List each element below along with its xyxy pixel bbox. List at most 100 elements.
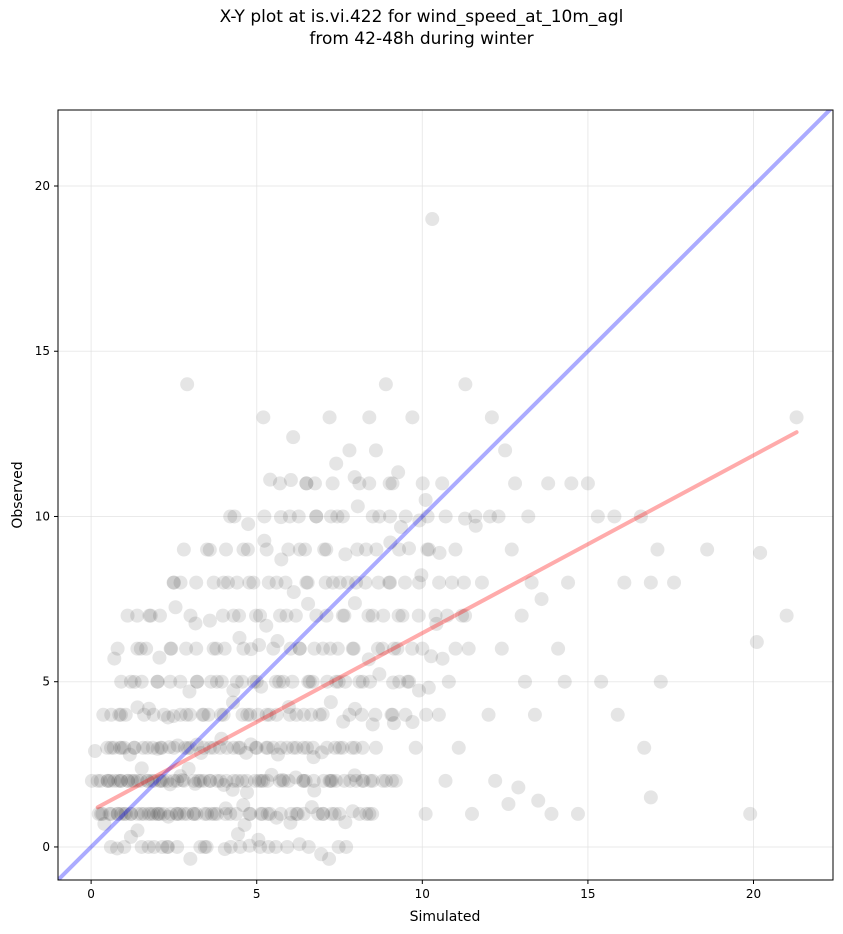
data-point — [633, 509, 648, 524]
data-point — [296, 773, 311, 788]
data-point — [145, 740, 160, 755]
data-point — [225, 782, 240, 797]
data-point — [743, 806, 758, 821]
data-point — [345, 804, 360, 819]
data-point — [202, 542, 217, 557]
data-point — [365, 806, 380, 821]
data-point — [172, 806, 187, 821]
data-point — [305, 674, 320, 689]
data-point — [355, 740, 370, 755]
data-point — [111, 773, 126, 788]
data-point — [356, 773, 371, 788]
data-point — [338, 674, 353, 689]
data-point — [405, 641, 420, 656]
data-point — [464, 806, 479, 821]
data-point — [104, 707, 119, 722]
data-point — [440, 608, 455, 623]
data-point — [259, 618, 274, 633]
data-point — [590, 509, 605, 524]
data-point — [156, 707, 171, 722]
data-point — [414, 568, 429, 583]
data-point — [289, 806, 304, 821]
data-point — [262, 707, 277, 722]
data-point — [279, 608, 294, 623]
data-point — [256, 410, 271, 425]
data-point — [362, 410, 377, 425]
data-point — [345, 740, 360, 755]
data-point — [180, 806, 195, 821]
data-point — [269, 810, 284, 825]
data-point — [306, 773, 321, 788]
data-point — [113, 773, 128, 788]
data-point — [494, 641, 509, 656]
data-point — [264, 767, 279, 782]
x-axis-ticks: 0 5 10 15 20 — [87, 880, 761, 901]
y-tick-label: 0 — [42, 840, 50, 854]
data-point — [137, 707, 152, 722]
data-point — [110, 641, 125, 656]
data-point — [418, 492, 433, 507]
data-point — [310, 806, 325, 821]
data-point — [375, 641, 390, 656]
data-point — [309, 608, 324, 623]
data-point — [103, 839, 118, 854]
data-point — [504, 542, 519, 557]
data-point — [650, 542, 665, 557]
data-point — [219, 773, 234, 788]
data-point — [405, 410, 420, 425]
data-point — [140, 740, 155, 755]
data-point — [273, 740, 288, 755]
data-point — [508, 476, 523, 491]
data-point — [551, 641, 566, 656]
data-point — [260, 806, 275, 821]
data-point — [214, 674, 229, 689]
data-point — [113, 773, 128, 788]
data-point — [301, 674, 316, 689]
data-point — [355, 773, 370, 788]
data-point — [137, 806, 152, 821]
data-point — [779, 608, 794, 623]
data-point — [146, 806, 161, 821]
data-point — [216, 575, 231, 590]
data-point — [288, 608, 303, 623]
data-point — [324, 773, 339, 788]
data-point — [235, 707, 250, 722]
data-point — [270, 747, 285, 762]
data-point — [372, 509, 387, 524]
data-point — [324, 806, 339, 821]
data-point — [127, 740, 142, 755]
data-point — [96, 707, 111, 722]
data-point — [315, 641, 330, 656]
data-point — [231, 740, 246, 755]
data-point — [248, 740, 263, 755]
chart-title: X-Y plot at is.vi.422 for wind_speed_at_… — [219, 7, 624, 27]
data-point — [395, 608, 410, 623]
data-point — [281, 542, 296, 557]
data-point — [297, 542, 312, 557]
data-point — [173, 674, 188, 689]
data-point — [147, 839, 162, 854]
data-point — [400, 674, 415, 689]
data-point — [347, 768, 362, 783]
data-point — [384, 707, 399, 722]
data-point — [511, 780, 526, 795]
data-point — [114, 806, 129, 821]
data-point — [349, 773, 364, 788]
data-point — [190, 674, 205, 689]
data-point — [348, 740, 363, 755]
data-point — [153, 806, 168, 821]
data-point — [233, 740, 248, 755]
data-point — [215, 608, 230, 623]
data-point — [103, 773, 118, 788]
data-point — [398, 509, 413, 524]
data-point — [117, 839, 132, 854]
data-point — [236, 641, 251, 656]
data-point — [653, 674, 668, 689]
data-point — [278, 575, 293, 590]
data-point — [474, 575, 489, 590]
data-point — [163, 777, 178, 792]
data-point — [130, 608, 145, 623]
data-point — [316, 806, 331, 821]
data-point — [173, 769, 188, 784]
data-point — [123, 829, 138, 844]
